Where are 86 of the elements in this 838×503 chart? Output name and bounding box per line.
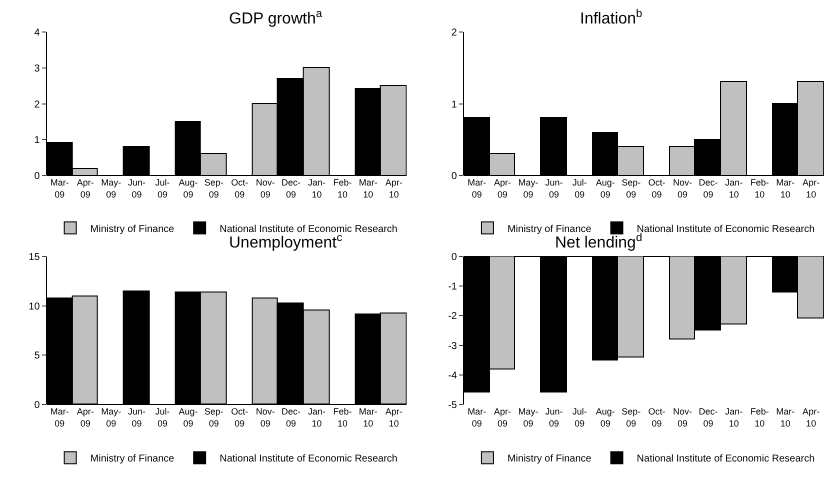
x-tick-label: Mar- 10 [358, 406, 378, 428]
y-tick-label: -3 [448, 340, 458, 352]
legend-label: National Institute of Economic Research [220, 224, 398, 235]
x-tick-label: Jan- 10 [725, 178, 743, 200]
x-tick-label: Aug- 09 [178, 178, 198, 200]
y-tick-label: 1 [451, 99, 458, 110]
x-tick-label: Oct- 09 [231, 178, 248, 200]
x-tick-label: Apr- 10 [385, 178, 402, 200]
x-tick-label: Feb- 10 [333, 178, 352, 200]
x-tick-label: Mar- 09 [468, 178, 486, 200]
x-tick-label: Dec- 09 [282, 178, 301, 200]
x-tick-label: Jul- 09 [155, 406, 170, 428]
y-tick-label: -1 [448, 282, 458, 293]
x-tick-label: Mar- 10 [776, 406, 795, 428]
y-tick-label: 0 [451, 171, 458, 182]
x-tick-label: Sep- 09 [204, 178, 224, 200]
x-tick-label: Oct- 09 [231, 406, 248, 428]
x-tick-label: Apr- 10 [802, 178, 820, 200]
x-tick-label: Feb- 10 [333, 406, 352, 428]
chart-title: Inflation$^{b}$ [580, 8, 642, 28]
chart-title: Unemployment$^{c}$ [229, 232, 343, 252]
legend-label: Ministry of Finance [507, 454, 592, 465]
x-tick-label: Feb- 10 [750, 178, 769, 200]
y-tick-label: -4 [448, 370, 458, 382]
x-tick-label: Aug- 09 [596, 406, 615, 428]
x-tick-label: Mar- 09 [50, 178, 69, 200]
legend-label: National Institute of Economic Research [220, 454, 398, 465]
x-tick-label: Aug- 09 [596, 178, 615, 200]
x-tick-label: Feb- 10 [750, 406, 769, 428]
x-tick-label: May- 09 [518, 406, 538, 428]
x-tick-label: Apr- 10 [802, 406, 820, 428]
x-tick-label: Mar- 09 [468, 406, 486, 428]
y-tick-label: 4 [34, 27, 40, 38]
y-tick-label: 0 [34, 400, 40, 412]
legend-label: Ministry of Finance [90, 224, 175, 235]
x-tick-label: Jul- 09 [155, 178, 170, 200]
y-tick-label: 2 [451, 27, 458, 38]
x-tick-label: Jul- 09 [572, 406, 587, 428]
x-tick-label: Jan- 10 [308, 178, 326, 200]
x-tick-label: Oct- 09 [648, 406, 666, 428]
x-tick-label: Sep- 09 [622, 178, 641, 200]
x-tick-label: Dec- 09 [698, 406, 718, 428]
y-tick-label: 2 [34, 99, 40, 110]
x-tick-label: Sep- 09 [204, 406, 224, 428]
x-tick-label: Apr- 10 [385, 406, 402, 428]
y-tick-label: 3 [34, 63, 40, 74]
x-tick-label: Jul- 09 [572, 178, 587, 200]
x-tick-label: Jun- 09 [545, 406, 563, 428]
x-tick-label: Nov- 09 [256, 406, 275, 428]
legend-label: National Institute of Economic Research [636, 454, 815, 465]
y-tick-label: -2 [448, 311, 458, 322]
y-tick-label: 15 [28, 252, 40, 263]
x-tick-label: May- 09 [518, 178, 538, 200]
x-tick-label: Apr- 09 [494, 178, 512, 200]
legend-label: Ministry of Finance [90, 454, 175, 465]
legend-label: National Institute of Economic Research [636, 224, 815, 235]
x-tick-label: Apr- 09 [494, 406, 512, 428]
x-tick-label: Oct- 09 [648, 178, 666, 200]
y-tick-label: 0 [451, 252, 458, 263]
y-tick-label: 5 [34, 350, 40, 362]
x-tick-label: Mar- 10 [358, 178, 378, 200]
x-tick-label: Nov- 09 [673, 406, 692, 428]
y-tick-label: 1 [34, 135, 40, 146]
x-tick-label: May- 09 [101, 178, 122, 200]
x-tick-label: Jun- 09 [128, 178, 146, 200]
chart-title: Net lending$^{d}$ [555, 232, 642, 252]
x-tick-label: Mar- 10 [776, 178, 795, 200]
x-tick-label: Dec- 09 [698, 178, 718, 200]
x-tick-label: Apr- 09 [76, 178, 94, 200]
x-tick-label: Jan- 10 [308, 406, 326, 428]
x-tick-label: Apr- 09 [76, 406, 94, 428]
y-tick-label: 0 [34, 171, 40, 182]
x-tick-label: Mar- 09 [50, 406, 69, 428]
x-tick-label: May- 09 [101, 406, 122, 428]
x-tick-label: Jun- 09 [128, 406, 146, 428]
x-tick-label: Nov- 09 [256, 178, 275, 200]
x-tick-label: Aug- 09 [178, 406, 198, 428]
x-tick-label: Jan- 10 [725, 406, 743, 428]
y-tick-label: -5 [448, 400, 458, 412]
x-tick-label: Nov- 09 [673, 178, 692, 200]
y-tick-label: 10 [28, 301, 40, 312]
x-tick-label: Jun- 09 [545, 178, 563, 200]
chart-title: GDP growth$^{a}$ [229, 8, 323, 28]
x-tick-label: Sep- 09 [622, 406, 641, 428]
legend-label: Ministry of Finance [507, 224, 592, 235]
x-tick-label: Dec- 09 [282, 406, 301, 428]
